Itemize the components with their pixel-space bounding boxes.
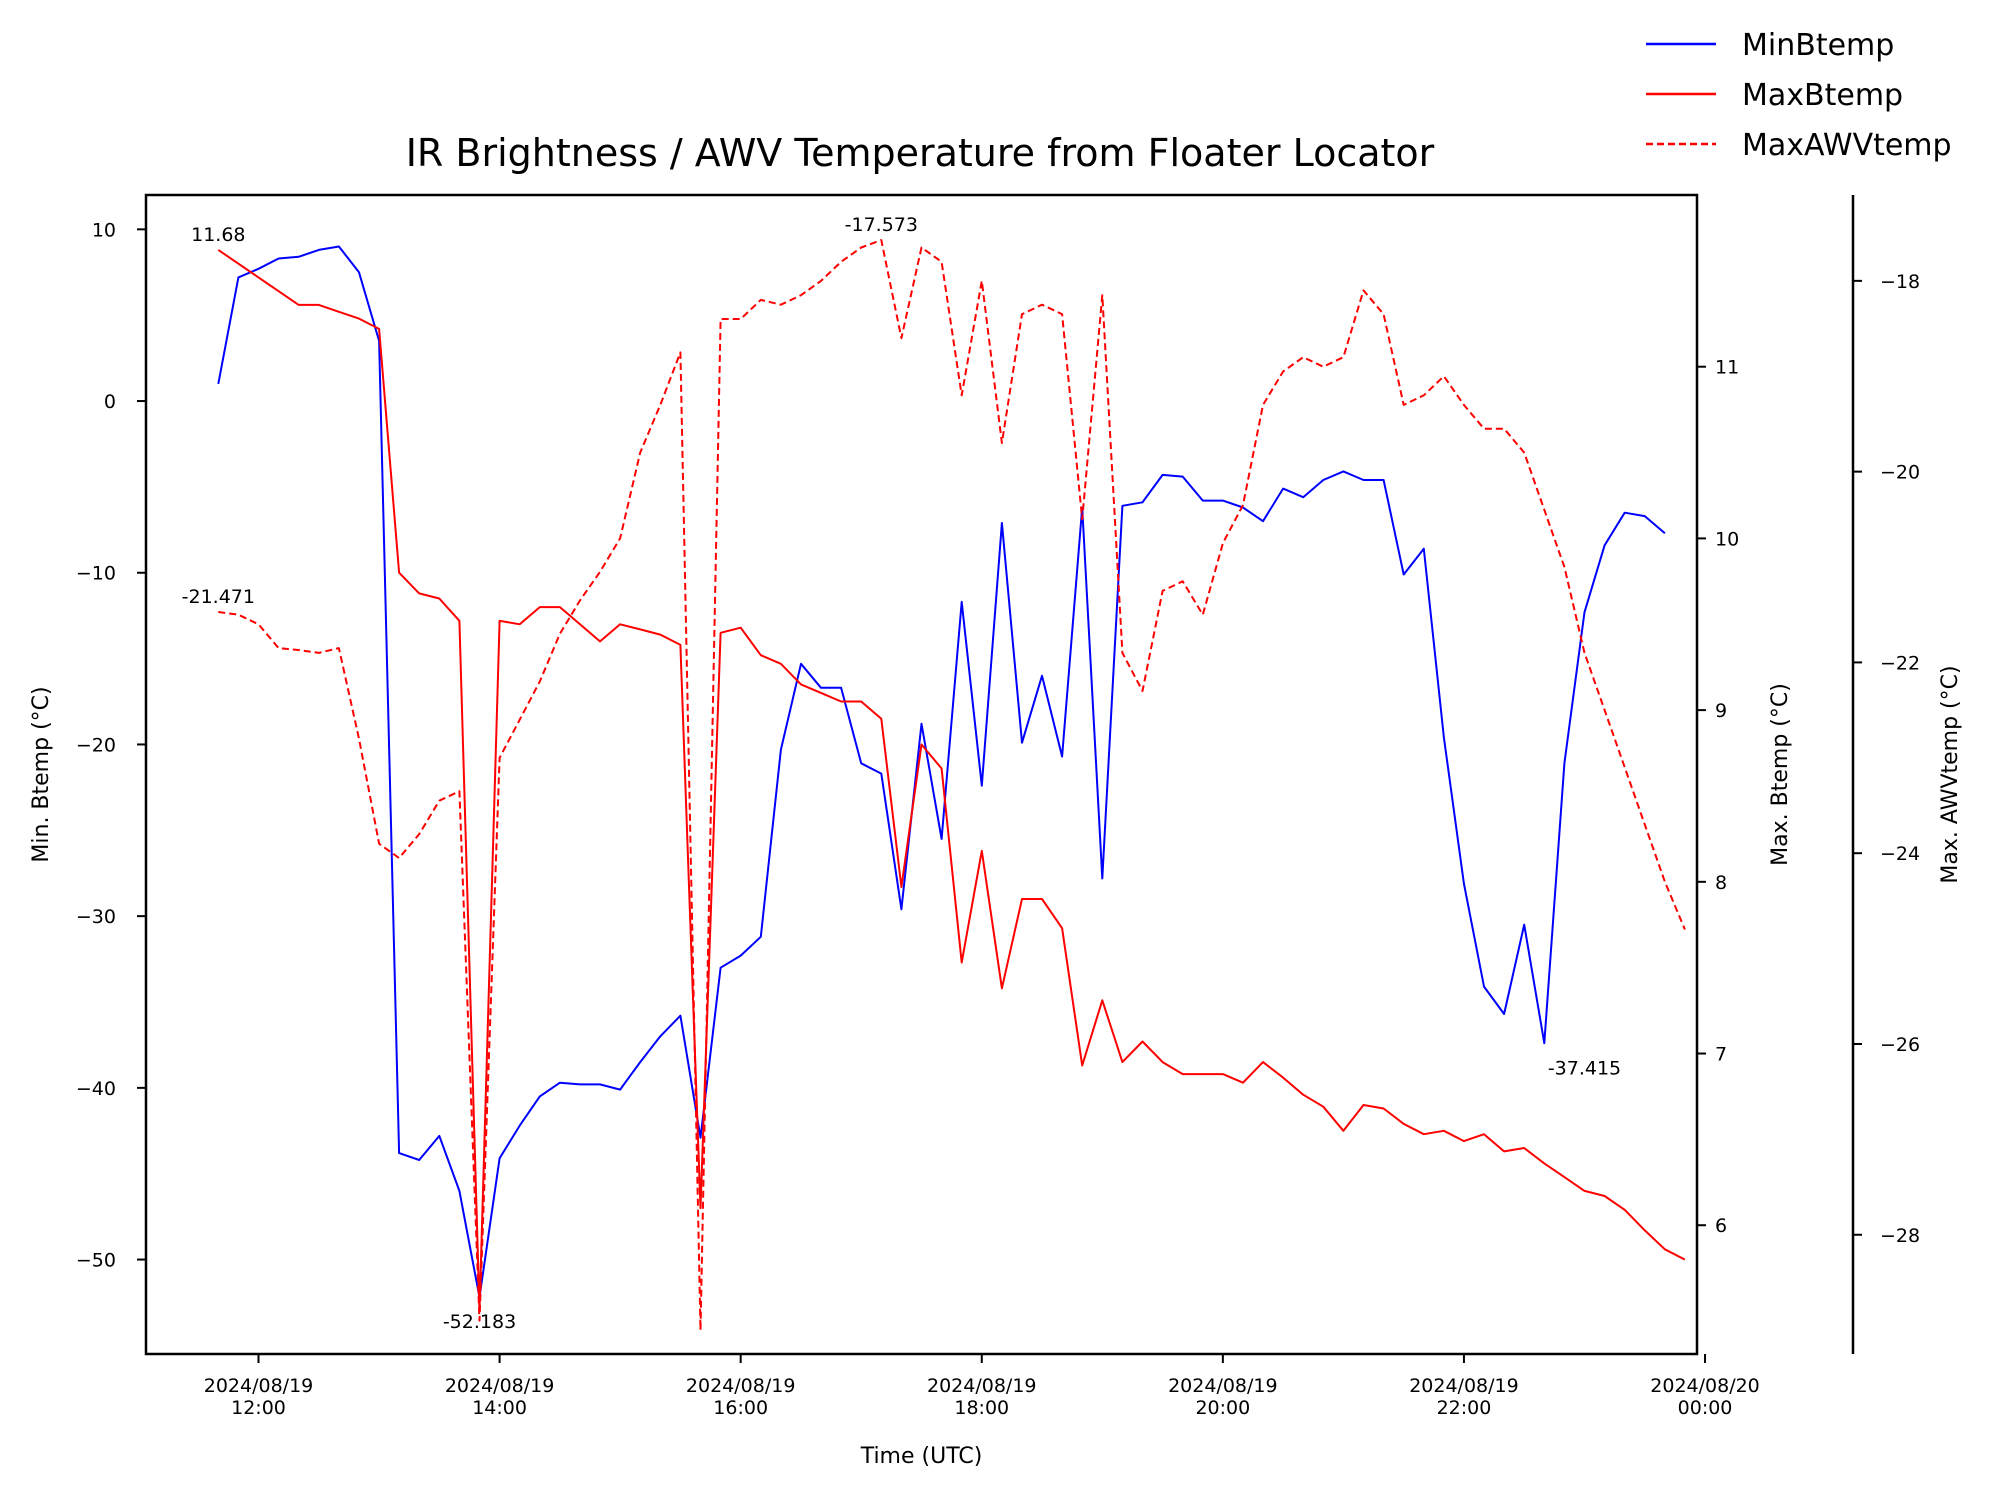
- x-tick-label: 2024/08/19 22:00: [1409, 1375, 1519, 1419]
- legend-label-maxbtemp: MaxBtemp: [1742, 78, 1903, 113]
- plot-frame: [144, 193, 1699, 1356]
- x-tick-label: 2024/08/19 16:00: [686, 1375, 796, 1419]
- data-annotation: -17.573: [845, 214, 918, 236]
- data-annotation: -37.415: [1548, 1057, 1621, 1079]
- data-annotation: -52.183: [443, 1311, 516, 1333]
- y-axis-label-right: Max. Btemp (°C): [1768, 683, 1793, 866]
- right-tick-label: 8: [1715, 872, 1727, 894]
- x-tick-date: 2024/08/19: [1168, 1375, 1278, 1397]
- x-axis-label: Time (UTC): [860, 1444, 983, 1469]
- right2-tick-label: −22: [1880, 652, 1920, 674]
- x-tick-label: 2024/08/20 00:00: [1650, 1375, 1760, 1419]
- x-tick-time: 14:00: [472, 1397, 527, 1419]
- left-tick-label: −30: [76, 906, 116, 928]
- left-tick-label: 0: [104, 391, 116, 413]
- x-tick-label: 2024/08/19 20:00: [1168, 1375, 1278, 1419]
- chart-title: IR Brightness / AWV Temperature from Flo…: [406, 131, 1435, 175]
- x-tick-date: 2024/08/20: [1650, 1375, 1760, 1397]
- x-tick-time: 12:00: [231, 1397, 286, 1419]
- legend-label-maxawvtemp: MaxAWVtemp: [1742, 128, 1952, 163]
- right-tick-label: 9: [1715, 700, 1727, 722]
- data-annotation: 11.68: [191, 224, 245, 246]
- left-tick-label: 10: [92, 219, 116, 241]
- right-tick-label: 10: [1715, 528, 1739, 550]
- x-tick-date: 2024/08/19: [1409, 1375, 1519, 1397]
- y-axis-label-left: Min. Btemp (°C): [29, 686, 54, 862]
- series-line-maxbtemp: [217, 249, 1686, 1313]
- x-tick-label: 2024/08/19 14:00: [445, 1375, 555, 1419]
- x-tick-time: 16:00: [713, 1397, 768, 1419]
- right2-tick-label: −24: [1880, 843, 1920, 865]
- right2-tick-label: −20: [1880, 462, 1920, 484]
- x-tick-date: 2024/08/19: [445, 1375, 555, 1397]
- left-tick-label: −50: [76, 1250, 116, 1272]
- y-axis-label-right2: Max. AWVtemp (°C): [1938, 665, 1963, 883]
- right-tick-label: 6: [1715, 1215, 1727, 1237]
- x-tick-time: 20:00: [1195, 1397, 1250, 1419]
- right2-tick-label: −26: [1880, 1034, 1920, 1056]
- x-tick-date: 2024/08/19: [927, 1375, 1037, 1397]
- x-tick-time: 18:00: [954, 1397, 1009, 1419]
- x-tick-date: 2024/08/19: [686, 1375, 796, 1397]
- series-line-minbtemp: [217, 245, 1666, 1299]
- left-tick-label: −40: [76, 1078, 116, 1100]
- right2-tick-label: −28: [1880, 1225, 1920, 1247]
- x-tick-time: 00:00: [1678, 1397, 1733, 1419]
- x-tick-label: 2024/08/19 18:00: [927, 1375, 1037, 1419]
- right-tick-label: 7: [1715, 1044, 1727, 1066]
- series-group: [217, 239, 1686, 1332]
- x-tick-time: 22:00: [1437, 1397, 1492, 1419]
- x-tick-label: 2024/08/19 12:00: [204, 1375, 314, 1419]
- legend-label-minbtemp: MinBtemp: [1742, 28, 1894, 63]
- series-line-maxawvtemp: [218, 239, 1686, 1332]
- legend: MinBtemp MaxBtemp MaxAWVtemp: [1646, 28, 1952, 163]
- left-tick-label: −20: [76, 734, 116, 756]
- data-annotation: -21.471: [182, 586, 255, 608]
- right-tick-label: 11: [1715, 357, 1739, 379]
- right2-tick-label: −18: [1880, 271, 1920, 293]
- x-tick-date: 2024/08/19: [204, 1375, 314, 1397]
- left-tick-label: −10: [76, 563, 116, 585]
